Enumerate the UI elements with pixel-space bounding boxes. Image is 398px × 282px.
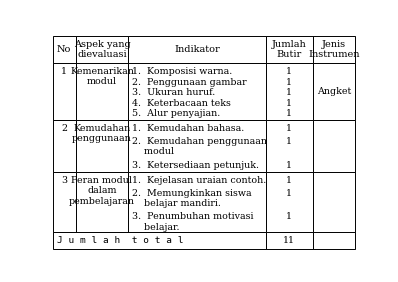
Text: 1.  Kemudahan bahasa.: 1. Kemudahan bahasa.: [132, 124, 244, 133]
Bar: [76, 63, 129, 120]
Text: 1.  Kejelasan uraian contoh.: 1. Kejelasan uraian contoh.: [132, 176, 266, 185]
Bar: [129, 36, 266, 63]
Bar: [313, 36, 355, 63]
Text: 2.  Penggunaan gambar: 2. Penggunaan gambar: [132, 78, 247, 87]
Bar: [76, 172, 129, 232]
Bar: [53, 172, 76, 232]
Text: 3.  Ukuran huruf.: 3. Ukuran huruf.: [132, 88, 215, 97]
Text: 1: 1: [287, 109, 293, 118]
Bar: [313, 232, 355, 249]
Bar: [53, 120, 76, 172]
Text: 1: 1: [287, 99, 293, 108]
Text: J u m l a h  t o t a l: J u m l a h t o t a l: [57, 236, 184, 245]
Text: 3: 3: [61, 176, 67, 185]
Text: Kemudahan
penggunaan: Kemudahan penggunaan: [72, 124, 132, 144]
Text: 1: 1: [287, 67, 293, 76]
Text: Angket: Angket: [317, 87, 351, 96]
Text: Aspek yang
dievaluasi: Aspek yang dievaluasi: [74, 40, 130, 59]
Text: 4.  Keterbacaan teks: 4. Keterbacaan teks: [132, 99, 231, 108]
Bar: [129, 120, 266, 172]
Bar: [53, 36, 76, 63]
Bar: [53, 232, 266, 249]
Text: No: No: [57, 45, 71, 54]
Bar: [313, 120, 355, 172]
Text: 2.  Kemudahan penggunaan
    modul: 2. Kemudahan penggunaan modul: [132, 137, 267, 157]
Text: 1: 1: [287, 78, 293, 87]
Text: 1: 1: [287, 212, 293, 221]
Bar: [53, 63, 76, 120]
Text: Indikator: Indikator: [174, 45, 220, 54]
Text: Jumlah
Butir: Jumlah Butir: [272, 40, 307, 59]
Bar: [266, 36, 313, 63]
Text: 11: 11: [283, 236, 295, 245]
Text: 3.  Penumbuhan motivasi
    belajar.: 3. Penumbuhan motivasi belajar.: [132, 212, 254, 232]
Bar: [266, 172, 313, 232]
Text: 1: 1: [287, 189, 293, 198]
Text: 2.  Memungkinkan siswa
    belajar mandiri.: 2. Memungkinkan siswa belajar mandiri.: [132, 189, 252, 208]
Text: 1: 1: [287, 124, 293, 133]
Bar: [313, 63, 355, 120]
Text: Peran modul
dalam
pembelajaran: Peran modul dalam pembelajaran: [69, 176, 135, 206]
Text: 2: 2: [61, 124, 67, 133]
Bar: [266, 232, 313, 249]
Bar: [76, 36, 129, 63]
Bar: [129, 63, 266, 120]
Text: Jenis
Instrumen: Jenis Instrumen: [308, 40, 360, 59]
Bar: [266, 63, 313, 120]
Text: 1: 1: [287, 176, 293, 185]
Text: 3.  Ketersediaan petunjuk.: 3. Ketersediaan petunjuk.: [132, 160, 259, 169]
Text: Kemenarikan
modul: Kemenarikan modul: [70, 67, 134, 87]
Bar: [313, 172, 355, 232]
Bar: [76, 120, 129, 172]
Text: 1: 1: [287, 160, 293, 169]
Bar: [266, 120, 313, 172]
Bar: [129, 172, 266, 232]
Text: 1: 1: [61, 67, 67, 76]
Text: 5.  Alur penyajian.: 5. Alur penyajian.: [132, 109, 220, 118]
Text: 1.  Komposisi warna.: 1. Komposisi warna.: [132, 67, 232, 76]
Text: 1: 1: [287, 137, 293, 146]
Text: 1: 1: [287, 88, 293, 97]
